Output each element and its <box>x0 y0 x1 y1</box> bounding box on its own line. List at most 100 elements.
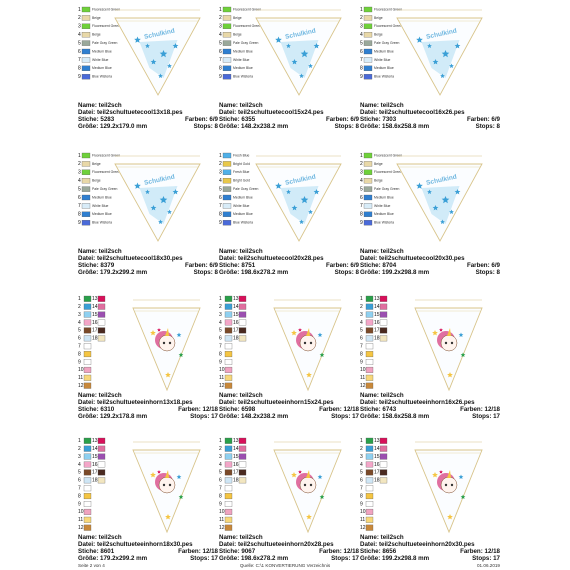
thread-number: 16 <box>233 462 239 468</box>
star <box>454 189 461 195</box>
thread-swatch <box>363 152 373 159</box>
info-label: Größe: <box>360 555 380 562</box>
info-value: 8379 <box>100 262 114 269</box>
thread-number: 17 <box>233 470 239 476</box>
star <box>134 182 141 189</box>
star <box>317 474 323 479</box>
info-value: 17 <box>493 413 500 420</box>
thread-number: 8 <box>219 212 222 218</box>
thread-swatch <box>97 445 106 452</box>
thread-number: 12 <box>219 383 225 389</box>
info-label: Farben: <box>326 116 349 123</box>
thread-number: 4 <box>78 320 81 326</box>
info-line: Datei: teil2schultuetecool18x30.pes <box>78 255 183 262</box>
star <box>454 43 461 49</box>
info-line: Name: teil2sch <box>219 102 263 109</box>
thread-swatch <box>365 359 374 365</box>
thread-number: 7 <box>360 486 363 492</box>
thread-number: 12 <box>219 525 225 531</box>
thread-swatch <box>222 40 232 46</box>
info-line: Stops: 8 <box>476 123 501 130</box>
info-label: Größe: <box>219 555 239 562</box>
thread-name: Medium Blue <box>92 49 112 53</box>
thread-swatch <box>222 15 232 21</box>
thread-name: White Blue <box>92 58 109 62</box>
info-line: Stiche: 6355 <box>219 116 256 123</box>
thread-number: 3 <box>219 312 222 318</box>
star <box>313 43 320 49</box>
thread-number: 7 <box>78 203 81 209</box>
info-value: 179.2x299.2 mm <box>100 555 148 562</box>
thread-name: Fresh Blue <box>233 153 250 157</box>
star <box>432 472 438 478</box>
thread-swatch <box>224 359 233 365</box>
thread-number: 4 <box>78 462 81 468</box>
unicorn-horn <box>306 470 310 478</box>
info-value: 12/18 <box>485 406 501 413</box>
unicorn-face <box>299 476 317 494</box>
info-line: Stiche: 9067 <box>219 548 256 555</box>
thread-number: 6 <box>360 195 363 201</box>
thread-number: 8 <box>360 493 363 499</box>
thread-number: 2 <box>360 304 363 310</box>
info-line: Stiche: 7303 <box>360 116 397 123</box>
info-value: 6598 <box>241 406 255 413</box>
thread-number: 17 <box>374 470 380 476</box>
info-line: Farben: 6/9 <box>185 116 219 123</box>
thread-number: 8 <box>78 212 81 218</box>
thread-number: 2 <box>360 446 363 452</box>
thread-number: 1 <box>219 438 222 444</box>
info-label: Name: <box>219 102 238 109</box>
thread-number: 10 <box>78 509 84 515</box>
thread-swatch <box>379 477 388 484</box>
unicorn-eye <box>303 341 307 345</box>
thread-name: White Blue <box>92 204 109 208</box>
watercolor <box>421 186 460 224</box>
thread-number: 1 <box>219 296 222 302</box>
thread-name: Beige <box>92 162 101 166</box>
info-label: Name: <box>219 392 238 399</box>
thread-number: 2 <box>219 15 222 21</box>
thread-swatch <box>363 23 373 29</box>
info-line: Datei: teil2schultuetecool20x28.pes <box>219 255 324 262</box>
thread-number: 13 <box>233 438 239 444</box>
thread-number: 12 <box>78 383 84 389</box>
thread-name: Fluorescent Green <box>92 170 120 174</box>
info-label: Datei: <box>78 541 95 548</box>
info-label: Farben: <box>460 406 483 413</box>
info-label: Größe: <box>219 269 239 276</box>
thread-swatch <box>83 319 92 326</box>
info-label: Farben: <box>178 406 201 413</box>
thread-name: Medium Blue <box>374 212 394 216</box>
info-line: Stiche: 6310 <box>78 406 115 413</box>
design-cell: 1 Fluorescent Green 2 Beige 3 Fluorescent Gre… <box>360 153 501 276</box>
info-line: Größe: 129.2x179.0 mm <box>78 123 148 130</box>
thread-swatch <box>365 437 374 444</box>
info-value: teil2schultuetecool18x30.pes <box>97 255 183 262</box>
thread-number: 8 <box>78 493 81 499</box>
info-line: Name: teil2sch <box>78 392 122 399</box>
thread-swatch <box>379 453 388 460</box>
info-label: Name: <box>219 534 238 541</box>
thread-name: Pale Gray Green <box>92 187 118 191</box>
unicorn-face <box>299 334 317 352</box>
info-line: Datei: teil2schultuetecool13x18.pes <box>78 109 183 116</box>
thread-swatch <box>379 445 388 452</box>
star <box>441 196 450 204</box>
thread-swatch <box>363 65 373 71</box>
thread-swatch <box>224 461 233 468</box>
design-cell: 1 Fluorescent Green 2 Beige 3 Fluorescent Gre… <box>78 153 219 276</box>
info-label: Größe: <box>360 413 380 420</box>
footer-page: Seite 2 von 4 <box>78 563 105 568</box>
thread-name: Beige <box>233 16 242 20</box>
thread-name: Fluorescent Green <box>233 7 261 11</box>
thread-swatch <box>222 65 232 71</box>
star <box>432 59 439 65</box>
info-label: Name: <box>360 248 379 255</box>
info-value: 12/18 <box>344 548 360 555</box>
thread-number: 3 <box>78 312 81 318</box>
star <box>427 43 432 48</box>
thread-number: 9 <box>219 501 222 507</box>
thread-number: 1 <box>360 438 363 444</box>
